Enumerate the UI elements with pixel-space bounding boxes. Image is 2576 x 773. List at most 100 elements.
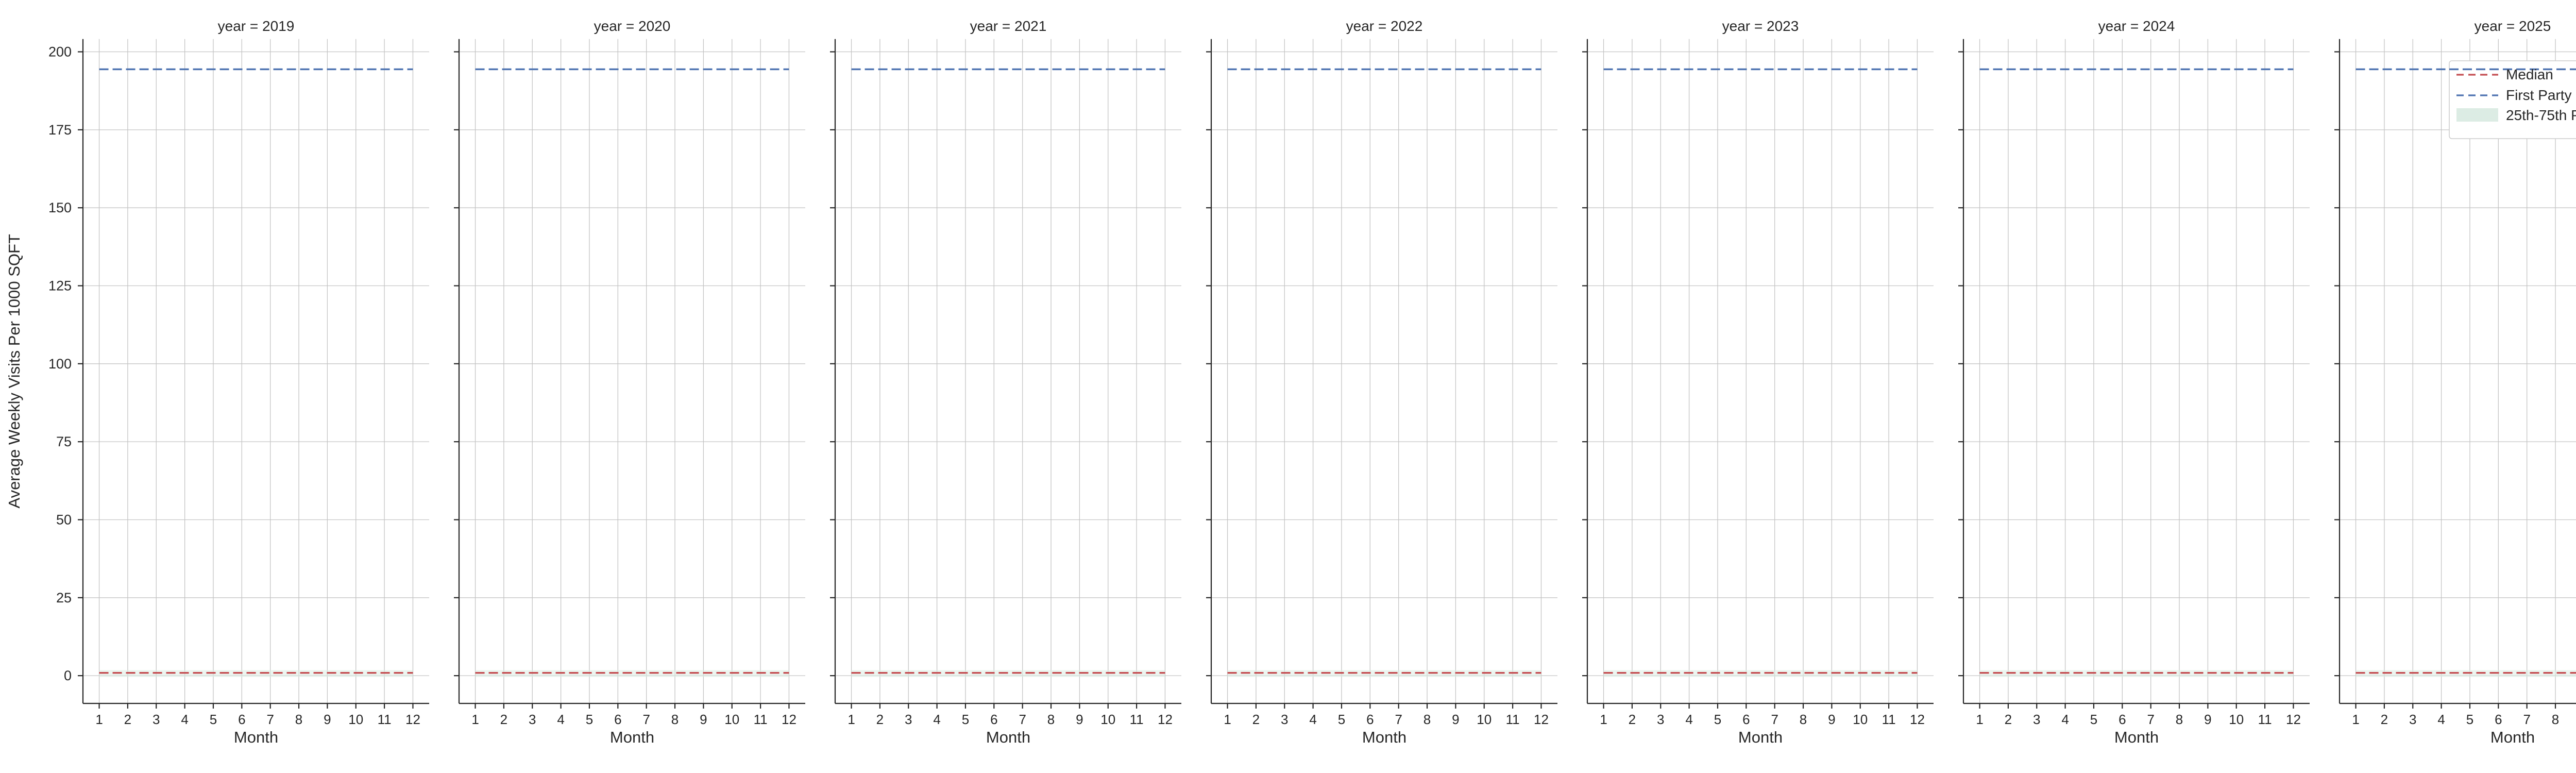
svg-text:7: 7 bbox=[1019, 712, 1026, 727]
svg-text:6: 6 bbox=[1742, 712, 1750, 727]
svg-text:3: 3 bbox=[2409, 712, 2416, 727]
svg-text:11: 11 bbox=[1506, 712, 1520, 727]
svg-text:75: 75 bbox=[56, 434, 72, 449]
svg-text:1: 1 bbox=[471, 712, 479, 727]
svg-text:year = 2023: year = 2023 bbox=[1722, 18, 1799, 34]
svg-text:2: 2 bbox=[124, 712, 131, 727]
svg-text:6: 6 bbox=[614, 712, 621, 727]
svg-text:7: 7 bbox=[1395, 712, 1402, 727]
svg-text:11: 11 bbox=[1130, 712, 1144, 727]
svg-text:5: 5 bbox=[586, 712, 593, 727]
svg-text:9: 9 bbox=[1452, 712, 1459, 727]
svg-text:0: 0 bbox=[64, 668, 72, 683]
svg-text:12: 12 bbox=[405, 712, 420, 727]
svg-text:10: 10 bbox=[1853, 712, 1868, 727]
svg-text:6: 6 bbox=[2495, 712, 2502, 727]
svg-text:6: 6 bbox=[990, 712, 997, 727]
svg-text:3: 3 bbox=[905, 712, 912, 727]
svg-text:5: 5 bbox=[962, 712, 969, 727]
svg-text:year = 2019: year = 2019 bbox=[218, 18, 295, 34]
svg-text:175: 175 bbox=[48, 122, 72, 138]
svg-text:Month: Month bbox=[2490, 728, 2535, 746]
svg-text:Month: Month bbox=[2114, 728, 2159, 746]
svg-text:1: 1 bbox=[1976, 712, 1983, 727]
svg-text:2: 2 bbox=[2381, 712, 2388, 727]
svg-text:5: 5 bbox=[2090, 712, 2097, 727]
svg-text:4: 4 bbox=[1309, 712, 1316, 727]
svg-text:4: 4 bbox=[1685, 712, 1692, 727]
svg-text:9: 9 bbox=[1076, 712, 1083, 727]
svg-text:5: 5 bbox=[210, 712, 217, 727]
svg-text:3: 3 bbox=[1657, 712, 1664, 727]
svg-text:1: 1 bbox=[95, 712, 103, 727]
svg-text:9: 9 bbox=[324, 712, 331, 727]
svg-text:25: 25 bbox=[56, 590, 72, 606]
svg-text:7: 7 bbox=[2523, 712, 2530, 727]
svg-text:12: 12 bbox=[2286, 712, 2301, 727]
svg-text:7: 7 bbox=[2147, 712, 2154, 727]
svg-text:3: 3 bbox=[2033, 712, 2040, 727]
svg-text:11: 11 bbox=[2258, 712, 2272, 727]
svg-text:year = 2020: year = 2020 bbox=[594, 18, 671, 34]
svg-text:4: 4 bbox=[933, 712, 940, 727]
svg-text:8: 8 bbox=[1800, 712, 1807, 727]
svg-text:year = 2024: year = 2024 bbox=[2098, 18, 2175, 34]
svg-text:8: 8 bbox=[671, 712, 679, 727]
svg-text:10: 10 bbox=[1100, 712, 1115, 727]
svg-text:2: 2 bbox=[1629, 712, 1636, 727]
svg-text:4: 4 bbox=[181, 712, 188, 727]
svg-text:50: 50 bbox=[56, 512, 72, 527]
svg-text:First Party Median: First Party Median bbox=[2506, 87, 2576, 103]
svg-text:8: 8 bbox=[1047, 712, 1055, 727]
svg-text:12: 12 bbox=[1158, 712, 1173, 727]
svg-text:10: 10 bbox=[2229, 712, 2244, 727]
svg-text:25th-75th Percentile: 25th-75th Percentile bbox=[2506, 107, 2576, 123]
svg-text:200: 200 bbox=[48, 44, 72, 60]
svg-text:10: 10 bbox=[348, 712, 363, 727]
svg-text:8: 8 bbox=[2176, 712, 2183, 727]
svg-text:year = 2022: year = 2022 bbox=[1346, 18, 1423, 34]
svg-text:Average Weekly Visits Per 1000: Average Weekly Visits Per 1000 SQFT bbox=[5, 234, 23, 508]
svg-text:Month: Month bbox=[986, 728, 1030, 746]
svg-text:Month: Month bbox=[234, 728, 278, 746]
svg-text:1: 1 bbox=[1600, 712, 1607, 727]
svg-text:12: 12 bbox=[782, 712, 796, 727]
svg-text:7: 7 bbox=[642, 712, 650, 727]
svg-text:150: 150 bbox=[48, 200, 72, 215]
svg-text:6: 6 bbox=[238, 712, 245, 727]
svg-text:12: 12 bbox=[1910, 712, 1925, 727]
svg-text:4: 4 bbox=[2437, 712, 2445, 727]
svg-text:6: 6 bbox=[1366, 712, 1374, 727]
svg-text:year = 2025: year = 2025 bbox=[2475, 18, 2551, 34]
svg-text:7: 7 bbox=[266, 712, 274, 727]
svg-text:Month: Month bbox=[1738, 728, 1783, 746]
svg-text:9: 9 bbox=[2204, 712, 2211, 727]
svg-text:5: 5 bbox=[2466, 712, 2473, 727]
svg-text:4: 4 bbox=[2061, 712, 2069, 727]
svg-text:2: 2 bbox=[500, 712, 507, 727]
svg-text:3: 3 bbox=[529, 712, 536, 727]
svg-text:8: 8 bbox=[1423, 712, 1431, 727]
svg-text:11: 11 bbox=[754, 712, 768, 727]
svg-text:9: 9 bbox=[700, 712, 707, 727]
svg-text:125: 125 bbox=[48, 278, 72, 294]
svg-text:3: 3 bbox=[152, 712, 160, 727]
svg-text:8: 8 bbox=[2552, 712, 2559, 727]
svg-text:11: 11 bbox=[1882, 712, 1896, 727]
svg-text:6: 6 bbox=[2119, 712, 2126, 727]
svg-text:2: 2 bbox=[1252, 712, 1260, 727]
svg-text:10: 10 bbox=[1477, 712, 1492, 727]
svg-text:year = 2021: year = 2021 bbox=[970, 18, 1047, 34]
svg-text:7: 7 bbox=[1771, 712, 1778, 727]
svg-text:2: 2 bbox=[2005, 712, 2012, 727]
svg-text:11: 11 bbox=[378, 712, 392, 727]
svg-text:1: 1 bbox=[2352, 712, 2359, 727]
svg-text:100: 100 bbox=[48, 356, 72, 372]
svg-text:2: 2 bbox=[876, 712, 884, 727]
svg-text:1: 1 bbox=[1224, 712, 1231, 727]
svg-text:12: 12 bbox=[1534, 712, 1549, 727]
svg-text:4: 4 bbox=[557, 712, 564, 727]
svg-text:Month: Month bbox=[1362, 728, 1406, 746]
svg-text:5: 5 bbox=[1338, 712, 1345, 727]
svg-text:3: 3 bbox=[1281, 712, 1288, 727]
